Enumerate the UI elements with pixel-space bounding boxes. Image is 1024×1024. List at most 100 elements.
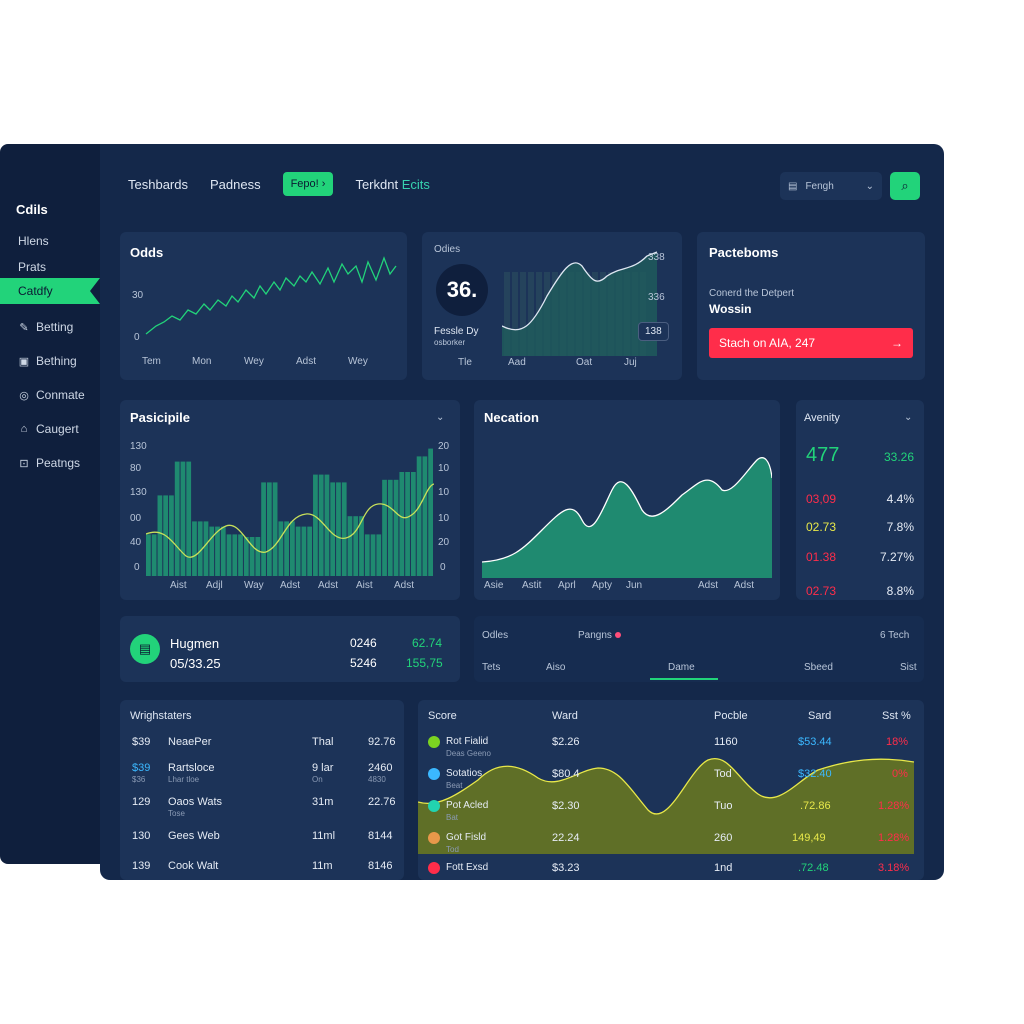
- stat-right: 7.8%: [886, 520, 914, 534]
- chevron-down-icon[interactable]: ⌄: [436, 412, 445, 423]
- card-title: Avenity: [804, 412, 840, 424]
- necation-card: Necation Asie Astit Aprl Apty Jun Adst A…: [474, 400, 780, 600]
- pacteboms-card: Pacteboms Conerd the Detpert Wossin Stac…: [697, 232, 925, 380]
- bar: [359, 516, 364, 576]
- bar: [370, 534, 376, 576]
- sidebar-item-conmate[interactable]: ◎ Conmate: [0, 382, 100, 408]
- sidebar-item-hlens[interactable]: Hlens: [0, 228, 100, 254]
- stat-right: 4.4%: [886, 492, 914, 506]
- sidebar-item-peatngs[interactable]: ⊡ Peatngs: [0, 450, 100, 476]
- bar: [243, 537, 249, 576]
- search-button[interactable]: ⌕: [890, 172, 920, 200]
- x-label: Adst: [394, 580, 415, 591]
- bar: [284, 521, 289, 576]
- y-label: 0: [440, 562, 446, 573]
- search-dropdown[interactable]: ▤ Fengh ⌄: [780, 172, 882, 200]
- bar: [313, 474, 318, 576]
- bar: [261, 482, 266, 576]
- bar: [209, 526, 215, 576]
- sidebar-item-bething[interactable]: ▣ Bething: [0, 348, 100, 374]
- tab-padness[interactable]: Padness: [209, 176, 261, 192]
- x-label: Tle: [458, 357, 472, 368]
- x-label: Apty: [592, 580, 613, 591]
- col-header: Sard: [808, 710, 832, 722]
- card-title: Necation: [484, 410, 539, 425]
- x-label: Oat: [576, 357, 593, 368]
- stat-right: 33.26: [883, 450, 914, 464]
- y-label: 336: [648, 292, 665, 303]
- stat-left: 02.73: [806, 584, 837, 598]
- bar: [387, 479, 393, 576]
- coin-icon: [428, 800, 440, 812]
- search-dropdown-label: Fengh: [805, 180, 834, 192]
- card-title: Pacteboms: [709, 245, 779, 260]
- x-label: Tem: [142, 356, 161, 367]
- x-label: Adst: [280, 580, 301, 591]
- col-header: Ward: [552, 710, 578, 722]
- y-label: 0: [134, 332, 140, 343]
- chevron-down-icon[interactable]: ⌄: [904, 412, 913, 423]
- y-label: 130: [130, 441, 147, 452]
- bar: [301, 526, 307, 576]
- list-item[interactable]: $39 NeaePer Thal 92.76: [132, 736, 396, 748]
- table-row[interactable]: Pot Acled Bat $2.30 Tuo .72.86 1.28%: [418, 800, 924, 828]
- y-label: 30: [132, 290, 144, 301]
- bar: [174, 461, 180, 576]
- stach-button[interactable]: Stach on AIA, 247 →: [709, 328, 913, 358]
- bar: [197, 521, 203, 576]
- main-panel: Teshbards Padness Fepo! › Terkdnt Ecits …: [100, 144, 944, 880]
- list-item[interactable]: 130 Gees Web 11ml 8144: [132, 830, 393, 842]
- list-item[interactable]: 139 Cook Walt 11m 8146: [132, 860, 393, 872]
- x-label: Aist: [170, 580, 187, 591]
- sidebar-item-caugert[interactable]: ⌂ Caugert: [0, 416, 100, 442]
- calendar-icon: ▤: [788, 180, 798, 192]
- stach-button-label: Stach on AIA, 247: [719, 336, 816, 350]
- sidebar-item-label: Conmate: [36, 388, 85, 402]
- y-label: 10: [438, 463, 450, 474]
- coin-icon: [428, 768, 440, 780]
- y-label: 10: [438, 487, 450, 498]
- bar: [428, 448, 433, 576]
- hugmen-value: 62.74: [412, 636, 443, 650]
- x-label: Aist: [356, 580, 373, 591]
- sidebar-item-betting[interactable]: ✎ Betting: [0, 314, 100, 340]
- pasicipile-card: Pasicipile ⌄ 130 80 130 00 40 0 20 10 10…: [120, 400, 460, 600]
- sidebar-item-prats[interactable]: Prats: [0, 254, 100, 280]
- odds-line-chart: [145, 256, 397, 335]
- bar: [324, 474, 330, 576]
- bar: [255, 537, 261, 576]
- table-row[interactable]: Rot Fialid Deas Geeno $2.26 1160 $53.44 …: [418, 736, 924, 764]
- col-header: Score: [428, 710, 457, 722]
- tab-dame[interactable]: Dame: [668, 662, 695, 673]
- bar: [382, 479, 387, 576]
- odies-line: [502, 251, 658, 331]
- tab-sbeed[interactable]: Sbeed: [804, 662, 833, 673]
- table-row[interactable]: Fott Exsd $3.23 1nd .72.48 3.18%: [418, 862, 924, 880]
- panel-label: Pangns: [578, 630, 621, 641]
- tab-sist[interactable]: Sist: [900, 662, 917, 673]
- arrow-right-icon: →: [891, 336, 903, 350]
- tab-aiso[interactable]: Aiso: [546, 662, 566, 673]
- bar: [290, 521, 295, 576]
- col-header: Sst %: [882, 710, 911, 722]
- tab-tets[interactable]: Tets: [482, 662, 501, 673]
- tab-fepo[interactable]: Fepo! ›: [282, 172, 334, 196]
- x-label: Astit: [522, 580, 542, 591]
- bar: [146, 534, 151, 576]
- list-item[interactable]: 129 Oaos Wats Tose 31m 22.76: [132, 796, 396, 818]
- table-row[interactable]: Got Fisld Tod 22.24 260 149,49 1.28%: [418, 832, 924, 860]
- table-row[interactable]: Sotatios Beat $80.4 Tod $32.40 0%: [418, 768, 924, 796]
- lock-icon: ⊡: [19, 457, 29, 470]
- score-card: Score Ward Pocble Sard Sst % Rot Fialid …: [418, 700, 924, 880]
- stat-left: 477: [806, 444, 840, 466]
- sidebar-item-label: Bething: [36, 354, 77, 368]
- list-item[interactable]: $39 $36 Rartsloce Lhar tloe 9 lar On 246…: [132, 762, 393, 784]
- bar: [151, 534, 157, 576]
- tab-terkdnt[interactable]: Terkdnt Ecits: [355, 176, 430, 192]
- coin-icon: [428, 862, 440, 874]
- avenity-row: 02.73 8.8%: [806, 584, 914, 598]
- card-title: Odies: [434, 244, 461, 255]
- card-title: Wrighstaters: [130, 710, 192, 722]
- sidebar-item-catdfy[interactable]: Catdfy: [0, 278, 100, 304]
- tab-teshbards[interactable]: Teshbards: [128, 176, 188, 192]
